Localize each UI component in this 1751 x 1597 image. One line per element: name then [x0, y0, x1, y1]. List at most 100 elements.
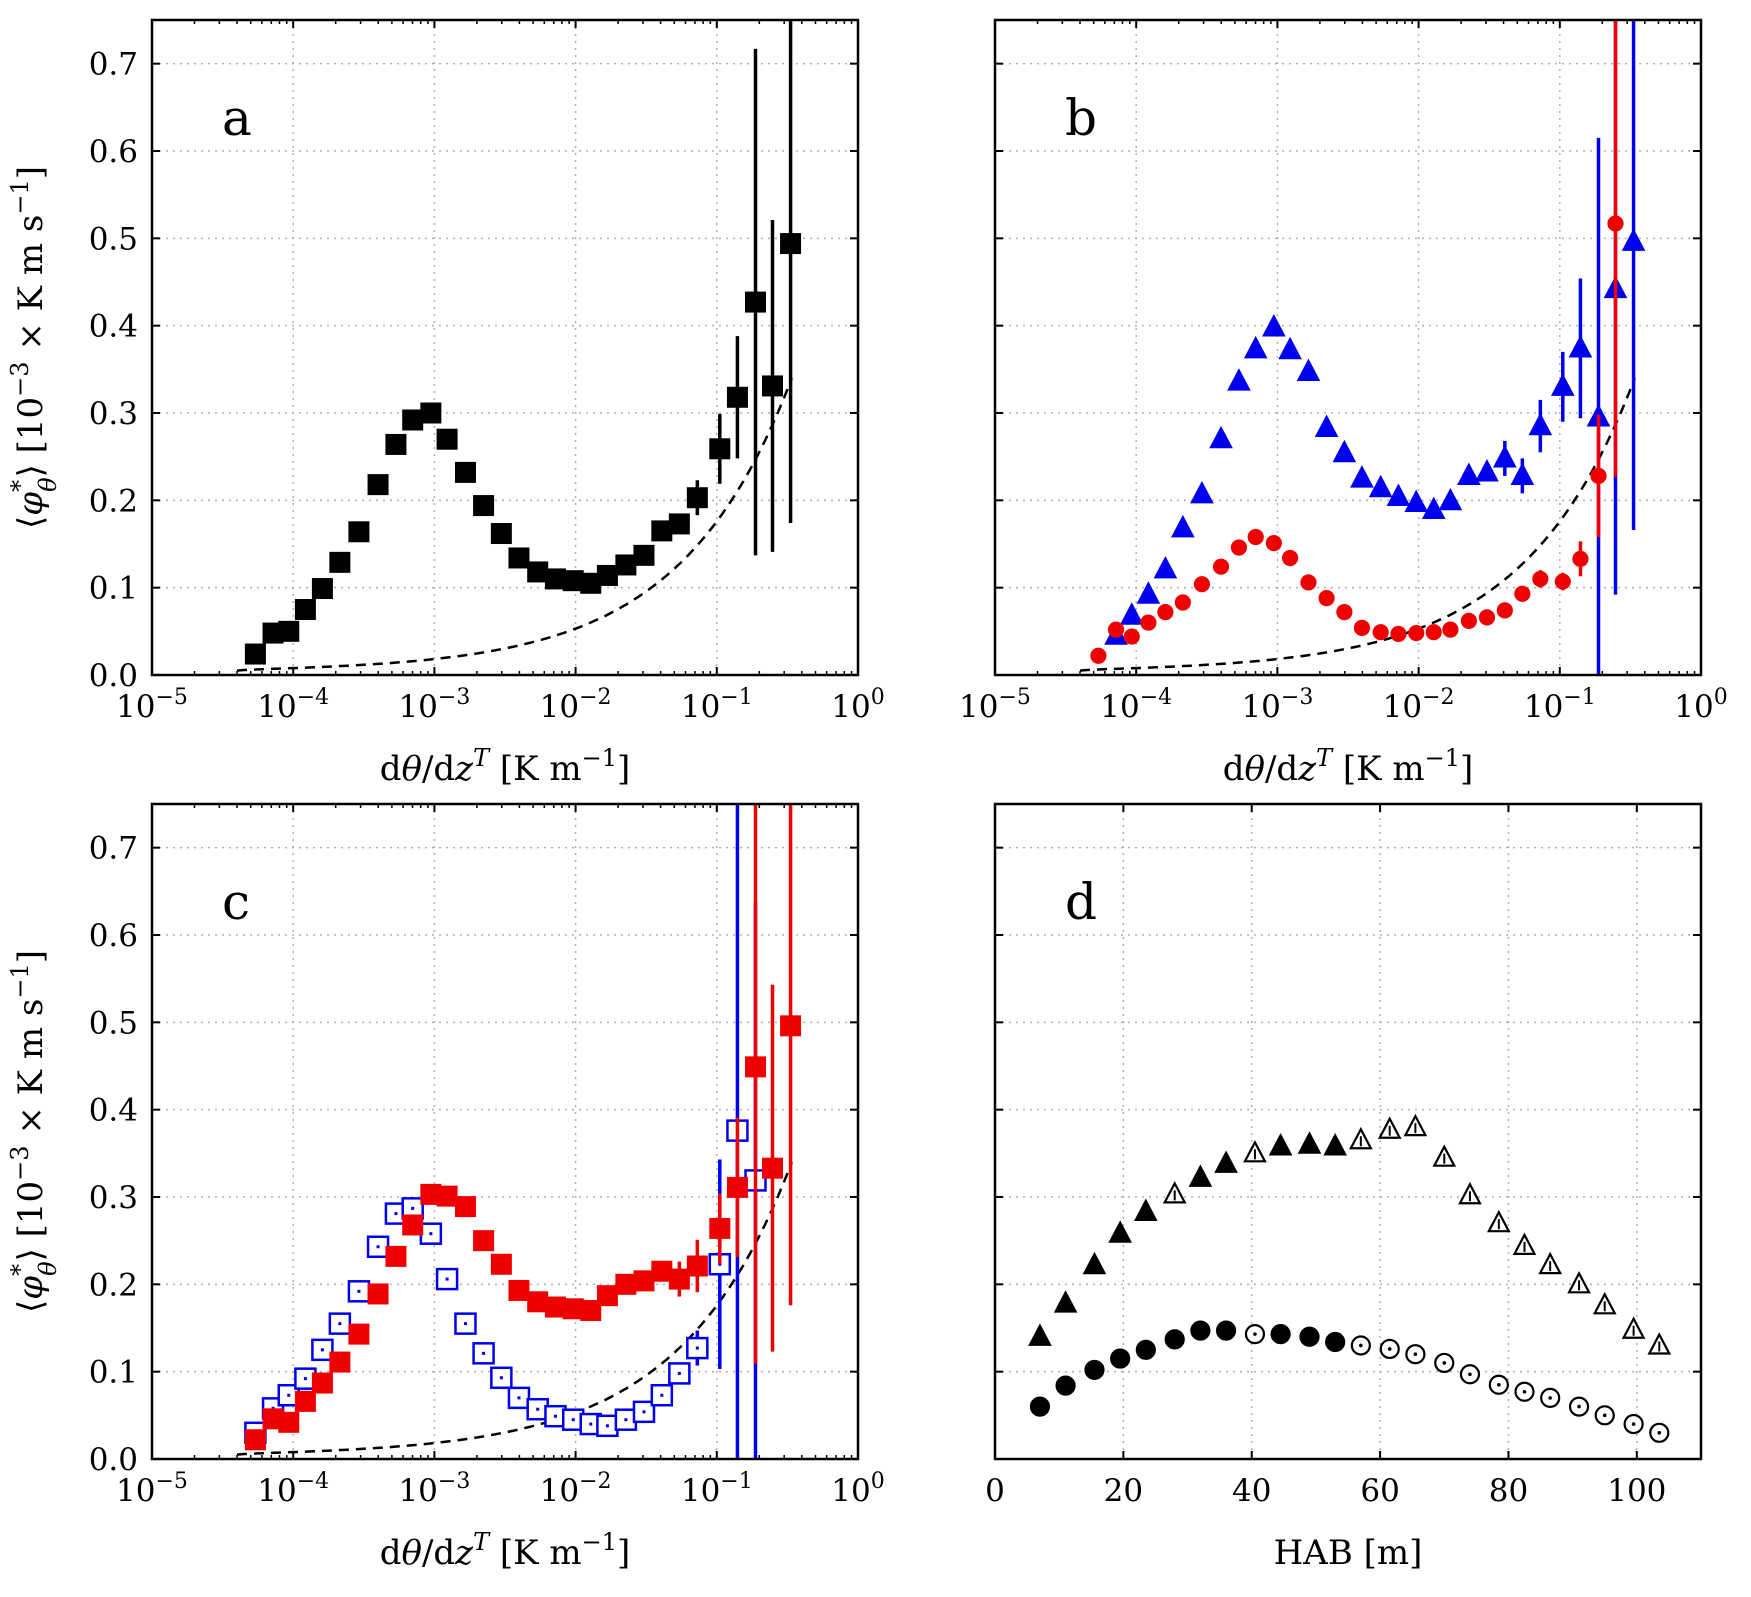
- x-tick-label: 10−5: [959, 685, 1031, 725]
- data-point: [651, 1260, 673, 1282]
- axes-frame: [150, 18, 860, 677]
- data-point: [1110, 1348, 1131, 1369]
- data-point-center: [553, 1414, 557, 1418]
- data-point: [1475, 459, 1499, 482]
- data-point: [1107, 621, 1125, 638]
- data-point: [596, 1285, 618, 1307]
- series-1: [1029, 1320, 1670, 1443]
- data-point: [726, 386, 748, 408]
- data-point: [1190, 1320, 1211, 1341]
- data-point: [633, 1270, 655, 1292]
- panel-c: 10−5 10−4 10−3 10−2 10−1 100 0.0 0.1 0.2 0.3 0.4 0.…: [6, 802, 885, 1573]
- data-point: [1532, 570, 1549, 588]
- data-point: [454, 1196, 476, 1218]
- data-point: [1262, 314, 1286, 337]
- data-point: [544, 1296, 566, 1318]
- x-tick-label: 10−1: [1524, 685, 1596, 725]
- y-tick-label: 0.2: [89, 483, 138, 519]
- data-point: [244, 643, 266, 665]
- data-point-center: [429, 1232, 433, 1236]
- data-point: [726, 1176, 748, 1198]
- data-point: [1386, 483, 1411, 506]
- reference-curve: [236, 1161, 793, 1456]
- x-tick-label: 10−2: [540, 685, 612, 725]
- data-point: [1528, 412, 1553, 436]
- y-tick-label: 0.4: [89, 309, 138, 345]
- data-point: [1314, 414, 1339, 437]
- data-point: [1090, 647, 1107, 664]
- data-point: [1496, 602, 1513, 619]
- data-point: [1390, 625, 1407, 643]
- data-point: [1082, 1251, 1107, 1275]
- data-point: [1510, 462, 1535, 485]
- y-axis-label: ⟨φ*θ⟩ [10−3 × K m s−1]: [6, 166, 62, 529]
- data-point-center: [376, 1245, 380, 1249]
- data-point-center: [1602, 1413, 1607, 1418]
- data-point: [1438, 487, 1463, 511]
- data-point: [544, 568, 566, 590]
- data-point: [780, 1015, 802, 1037]
- data-point: [490, 523, 512, 545]
- series-1: [244, 804, 802, 1451]
- series-0: [244, 20, 802, 665]
- y-axis-label-group: ⟨φ*θ⟩ [10−3 × K m s−1]: [6, 950, 62, 1313]
- data-point: [1029, 1396, 1051, 1417]
- data-point: [294, 599, 316, 620]
- panel-label: d: [1065, 873, 1097, 931]
- data-point: [508, 1279, 530, 1301]
- data-point: [1325, 1331, 1346, 1353]
- x-tick-label: 10−3: [398, 1469, 470, 1509]
- data-point-center: [303, 1377, 307, 1381]
- axes-frame: [150, 802, 860, 1461]
- data-point: [278, 1411, 300, 1433]
- y-tick-label: 0.2: [89, 1267, 138, 1303]
- y-tick-label: 0.3: [89, 1180, 138, 1216]
- data-point: [1230, 539, 1248, 556]
- data-point-center: [1468, 1372, 1472, 1377]
- data-point: [420, 402, 442, 424]
- data-point: [1281, 549, 1299, 567]
- reference-curve: [236, 377, 793, 672]
- plot-area: [236, 804, 802, 1459]
- x-tick-label: 10−1: [681, 685, 753, 725]
- data-point: [527, 1291, 549, 1313]
- data-point: [1421, 496, 1446, 520]
- x-tick-label: 0: [985, 1473, 1005, 1509]
- x-tick-label: 80: [1489, 1473, 1528, 1509]
- x-tick-label: 20: [1104, 1473, 1143, 1509]
- y-tick-label: 0.1: [89, 1355, 138, 1391]
- data-point: [1332, 439, 1357, 463]
- data-point-center: [1359, 1343, 1363, 1348]
- data-point: [1318, 590, 1335, 607]
- data-point: [1336, 604, 1353, 621]
- data-point: [1457, 462, 1481, 485]
- series-0: [1028, 1113, 1672, 1355]
- data-point-center: [718, 1262, 722, 1266]
- data-point: [294, 1390, 316, 1412]
- data-point: [745, 1056, 767, 1078]
- y-tick-label: 0.7: [89, 47, 138, 83]
- data-point: [1053, 1290, 1078, 1313]
- data-point: [1108, 1220, 1132, 1243]
- data-point: [709, 1217, 731, 1239]
- data-point: [1140, 614, 1157, 631]
- data-point: [1368, 474, 1393, 498]
- axes-frame: [993, 802, 1703, 1461]
- x-tick-label: 10−5: [116, 685, 188, 725]
- data-point: [1404, 489, 1429, 513]
- data-point: [1265, 535, 1282, 552]
- data-point: [562, 1298, 584, 1320]
- data-point: [1123, 628, 1140, 645]
- panel-label: b: [1065, 89, 1097, 147]
- data-point-center: [463, 1322, 467, 1326]
- data-point: [1299, 1326, 1320, 1347]
- data-point: [562, 570, 584, 592]
- data-point: [1209, 425, 1233, 449]
- x-axis-label: dθ/dzT [K m−1]: [380, 1528, 631, 1573]
- y-tick-label: 0.6: [89, 918, 138, 954]
- data-point: [385, 1245, 407, 1267]
- data-point: [1084, 1359, 1105, 1381]
- data-point-center: [1413, 1352, 1418, 1356]
- data-point-center: [445, 1277, 449, 1281]
- data-point: [761, 375, 783, 397]
